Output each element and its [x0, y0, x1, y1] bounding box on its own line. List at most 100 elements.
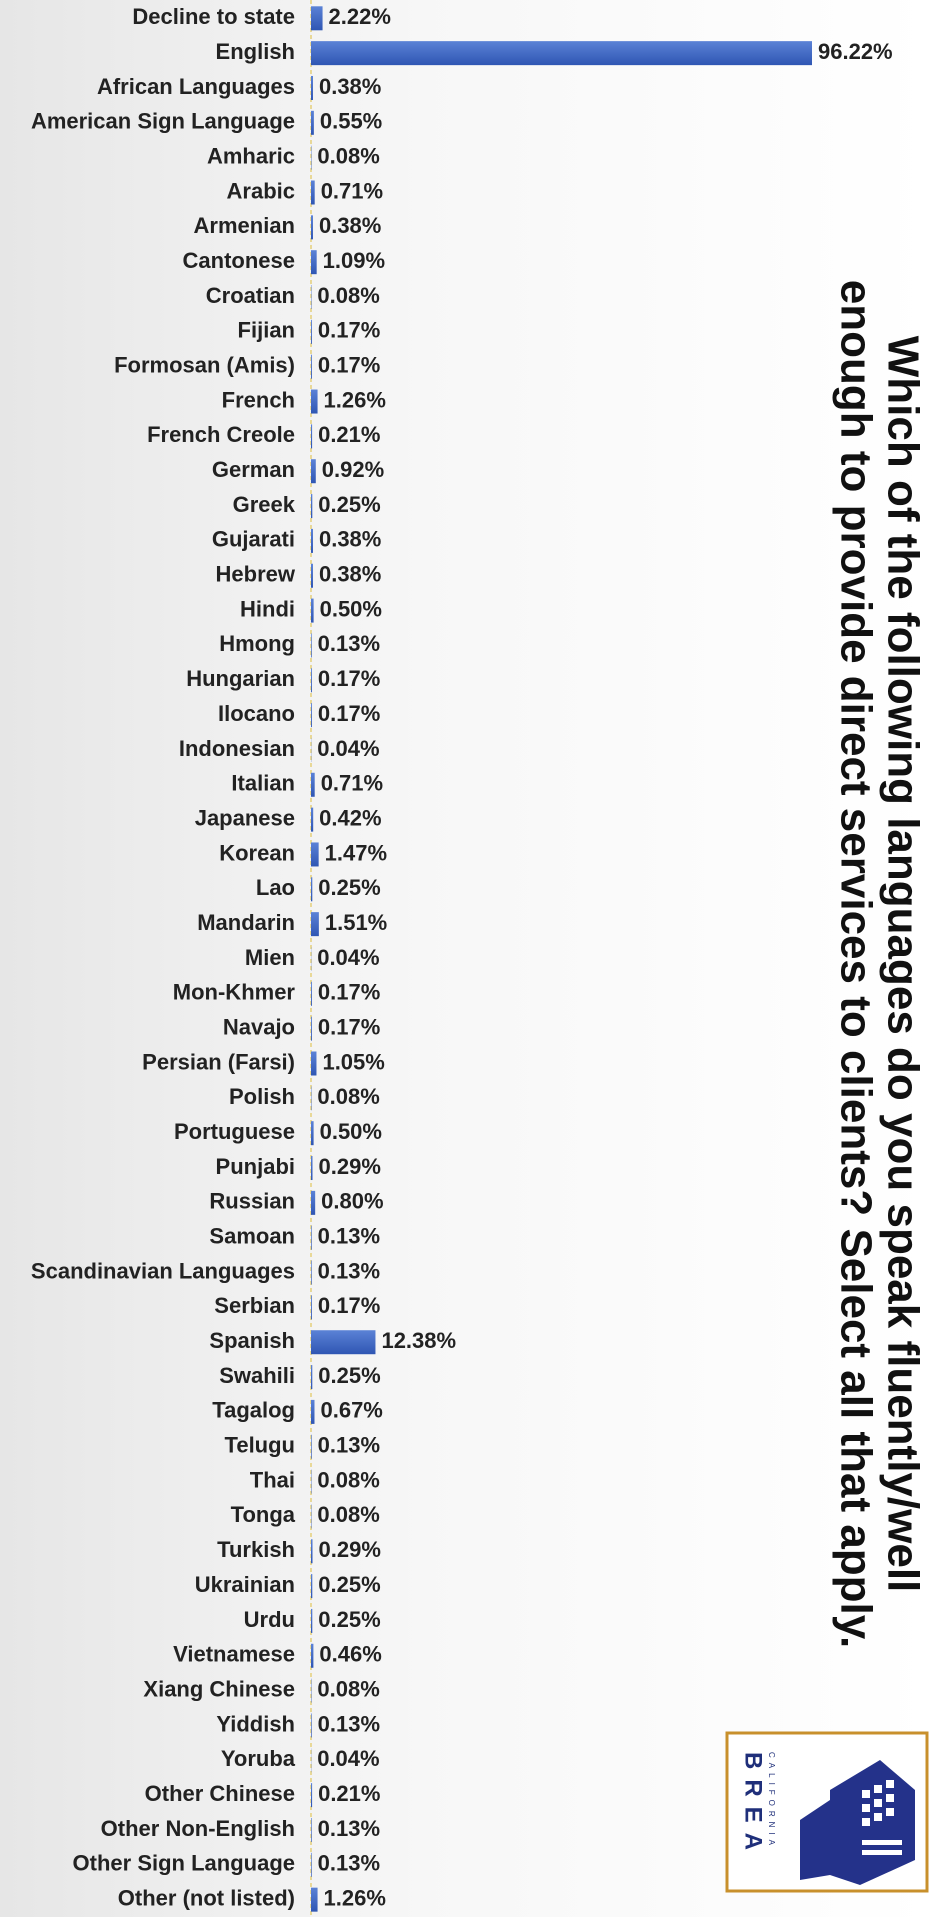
logo-subtitle: CALIFORNIA [767, 1752, 776, 1850]
value-label: 12.38% [381, 1328, 456, 1353]
bar [311, 6, 323, 31]
value-label: 0.17% [318, 980, 380, 1005]
value-label: 0.25% [318, 492, 380, 517]
category-label: Hebrew [216, 562, 296, 587]
bar [311, 772, 315, 797]
bar [311, 668, 312, 693]
category-label: Samoan [209, 1224, 295, 1249]
title-line: enough to provide direct services to cli… [831, 280, 880, 1648]
value-label: 1.09% [323, 248, 385, 273]
bar [311, 1225, 312, 1250]
bar [311, 75, 313, 100]
category-label: Navajo [223, 1014, 295, 1039]
bar [311, 1156, 313, 1181]
bar [311, 1365, 313, 1390]
value-label: 0.92% [322, 457, 384, 482]
value-label: 0.13% [318, 1711, 380, 1736]
bar [311, 1608, 313, 1633]
value-label: 0.80% [321, 1189, 383, 1214]
value-label: 0.46% [319, 1642, 381, 1667]
bar [311, 494, 313, 519]
category-label: Hmong [219, 631, 295, 656]
value-label: 1.26% [324, 387, 386, 412]
value-label: 0.08% [317, 1676, 379, 1701]
value-label: 0.42% [319, 805, 381, 830]
bar [311, 1295, 312, 1320]
bar [311, 1539, 313, 1564]
bar [311, 180, 315, 205]
bar [311, 1817, 312, 1842]
category-label: Urdu [244, 1607, 295, 1632]
bar [311, 598, 314, 623]
bar [311, 459, 316, 484]
bar [311, 424, 313, 449]
value-label: 0.67% [320, 1398, 382, 1423]
value-label: 0.08% [317, 283, 379, 308]
category-label: Hungarian [186, 666, 295, 691]
category-label: African Languages [97, 74, 295, 99]
value-label: 0.13% [318, 1224, 380, 1249]
bar [311, 1887, 318, 1912]
category-label: Other Chinese [145, 1781, 295, 1806]
bar [311, 1016, 312, 1041]
category-label: Telugu [225, 1433, 295, 1458]
bar [311, 1330, 376, 1355]
bar [311, 250, 317, 275]
category-label: Decline to state [132, 4, 295, 29]
bar [311, 703, 312, 728]
bar [311, 1190, 316, 1215]
category-label: Other Non-English [101, 1816, 295, 1841]
bar [311, 1713, 312, 1738]
title: Which of the following languages do you … [831, 280, 927, 1648]
value-label: 96.22% [818, 39, 893, 64]
value-label: 0.04% [317, 736, 379, 761]
category-label: Russian [209, 1189, 295, 1214]
bar [311, 842, 319, 867]
bar [311, 389, 318, 414]
value-label: 0.25% [318, 875, 380, 900]
value-label: 0.50% [320, 1119, 382, 1144]
value-label: 0.08% [317, 1084, 379, 1109]
category-label: Yiddish [216, 1711, 295, 1736]
bar [311, 981, 312, 1006]
value-label: 0.08% [317, 143, 379, 168]
category-label: Korean [219, 840, 295, 865]
value-label: 1.51% [325, 910, 387, 935]
category-label: Italian [231, 771, 295, 796]
category-label: German [212, 457, 295, 482]
value-label: 0.38% [319, 527, 381, 552]
value-label: 0.08% [317, 1502, 379, 1527]
value-label: 0.71% [321, 178, 383, 203]
value-label: 1.26% [324, 1885, 386, 1910]
category-label: English [216, 39, 295, 64]
value-label: 2.22% [329, 4, 391, 29]
value-label: 0.55% [320, 109, 382, 134]
value-label: 1.47% [325, 840, 387, 865]
category-label: Cantonese [183, 248, 295, 273]
value-label: 0.21% [318, 1781, 380, 1806]
bar [311, 1121, 314, 1146]
value-label: 0.50% [320, 596, 382, 621]
bar [311, 1434, 312, 1459]
bar [311, 1051, 317, 1076]
value-label: 0.04% [317, 1746, 379, 1771]
value-label: 0.08% [317, 1467, 379, 1492]
logo-name: BREA [740, 1752, 767, 1860]
value-label: 0.17% [318, 353, 380, 378]
bar [311, 912, 319, 937]
category-label: Arabic [227, 178, 295, 203]
category-label: French [222, 387, 295, 412]
category-label: French Creole [147, 422, 295, 447]
category-label: Indonesian [179, 736, 295, 761]
value-label: 0.17% [318, 666, 380, 691]
category-label: Persian (Farsi) [142, 1049, 295, 1074]
value-label: 0.21% [318, 422, 380, 447]
value-label: 0.38% [319, 213, 381, 238]
value-label: 0.25% [318, 1363, 380, 1388]
category-label: Yoruba [221, 1746, 296, 1771]
category-label: Xiang Chinese [143, 1676, 295, 1701]
category-label: Ukrainian [195, 1572, 295, 1597]
category-label: Mon-Khmer [173, 980, 296, 1005]
